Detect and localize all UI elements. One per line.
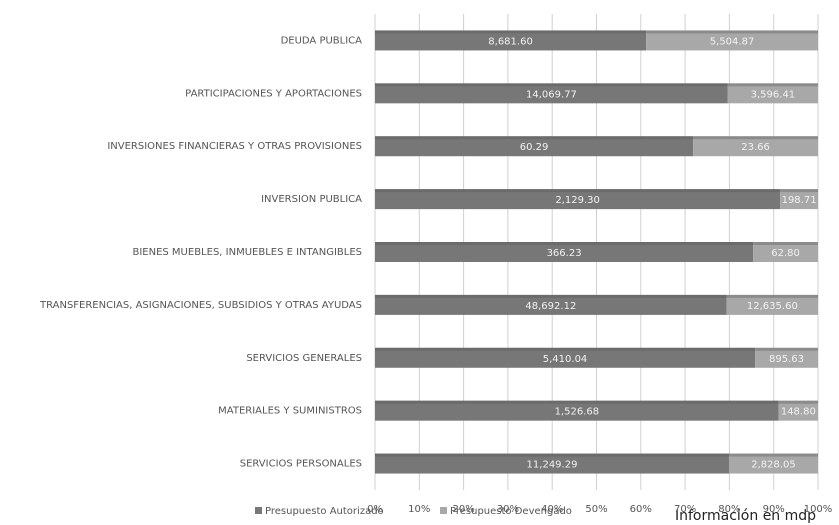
category-label: INVERSION PUBLICA — [261, 194, 362, 205]
bar-top — [375, 189, 781, 193]
bar-top — [375, 242, 754, 245]
value-label: 1,526.68 — [555, 407, 600, 418]
x-tick-label: 60% — [630, 504, 652, 515]
bar — [375, 347, 756, 368]
bar-top — [727, 83, 818, 87]
legend-label: Presupuesto Devengado — [450, 506, 572, 517]
value-label: 62.80 — [771, 248, 800, 259]
value-label: 5,410.04 — [543, 354, 588, 365]
x-tick-label: 70% — [674, 504, 696, 515]
legend-swatch — [255, 507, 262, 514]
x-tick-label: 10% — [408, 504, 430, 515]
category-label: INVERSIONES FINANCIERAS Y OTRAS PROVISIO… — [107, 141, 362, 152]
bar-top — [778, 400, 818, 404]
bar — [375, 400, 779, 421]
bar — [780, 189, 818, 210]
value-label: 2,129.30 — [555, 195, 600, 206]
bar — [778, 400, 818, 421]
x-tick-label: 30% — [497, 504, 519, 515]
legend-label: Presupuesto Autorizado — [265, 506, 384, 517]
category-label: SERVICIOS PERSONALES — [240, 459, 362, 470]
value-label: 12,635.60 — [747, 301, 798, 312]
bar — [729, 453, 818, 474]
bar — [375, 189, 781, 210]
value-label: 148.80 — [781, 407, 816, 418]
x-tick-label: 40% — [541, 504, 563, 515]
value-label: 2,828.05 — [751, 460, 796, 471]
bar-top — [375, 347, 756, 351]
bar-top — [375, 453, 730, 457]
category-label: PARTICIPACIONES Y APORTACIONES — [185, 88, 362, 99]
value-label: 48,692.12 — [525, 301, 576, 312]
value-label: 3,596.41 — [751, 89, 796, 100]
bar — [375, 242, 754, 262]
bar — [375, 83, 728, 104]
bar — [375, 136, 694, 157]
bar-top — [375, 136, 694, 140]
legend-swatch — [440, 507, 447, 514]
bar — [375, 294, 727, 315]
bar — [755, 347, 818, 368]
value-label: 14,069.77 — [526, 89, 577, 100]
value-label: 23.66 — [741, 142, 770, 153]
value-label: 198.71 — [782, 195, 817, 206]
x-tick-label: 20% — [452, 504, 474, 515]
x-tick-label: 80% — [718, 504, 740, 515]
bar — [753, 242, 818, 262]
bar — [727, 83, 818, 104]
bar-top — [646, 30, 818, 34]
bar-top — [375, 294, 727, 298]
value-label: 8,681.60 — [488, 36, 533, 47]
bar-top — [753, 242, 818, 245]
bar — [726, 294, 818, 315]
bar-top — [755, 347, 818, 351]
value-label: 366.23 — [547, 248, 582, 259]
x-tick-label: 0% — [367, 504, 383, 515]
bar-top — [780, 189, 818, 193]
x-tick-label: 100% — [804, 504, 833, 515]
x-tick-label: 50% — [585, 504, 607, 515]
category-label: BIENES MUEBLES, INMUEBLES E INTANGIBLES — [132, 247, 362, 258]
bar-top — [375, 30, 647, 34]
bar — [375, 30, 647, 51]
value-label: 60.29 — [520, 142, 549, 153]
bar-top — [729, 453, 818, 457]
value-label: 11,249.29 — [527, 460, 578, 471]
annotation: Información en mdp — [675, 508, 816, 524]
category-label: TRANSFERENCIAS, ASIGNACIONES, SUBSIDIOS … — [39, 300, 362, 311]
x-tick-label: 90% — [763, 504, 785, 515]
bar-top — [693, 136, 818, 140]
category-label: DEUDA PUBLICA — [281, 35, 363, 46]
category-label: MATERIALES Y SUMINISTROS — [218, 406, 362, 417]
bar-top — [375, 83, 728, 87]
bar — [646, 30, 818, 51]
value-label: 895.63 — [769, 354, 804, 365]
category-label: SERVICIOS GENERALES — [246, 353, 362, 364]
bar — [693, 136, 818, 157]
bar-top — [375, 400, 779, 404]
value-label: 5,504.87 — [710, 36, 755, 47]
bar-top — [726, 294, 818, 298]
bar — [375, 453, 730, 474]
